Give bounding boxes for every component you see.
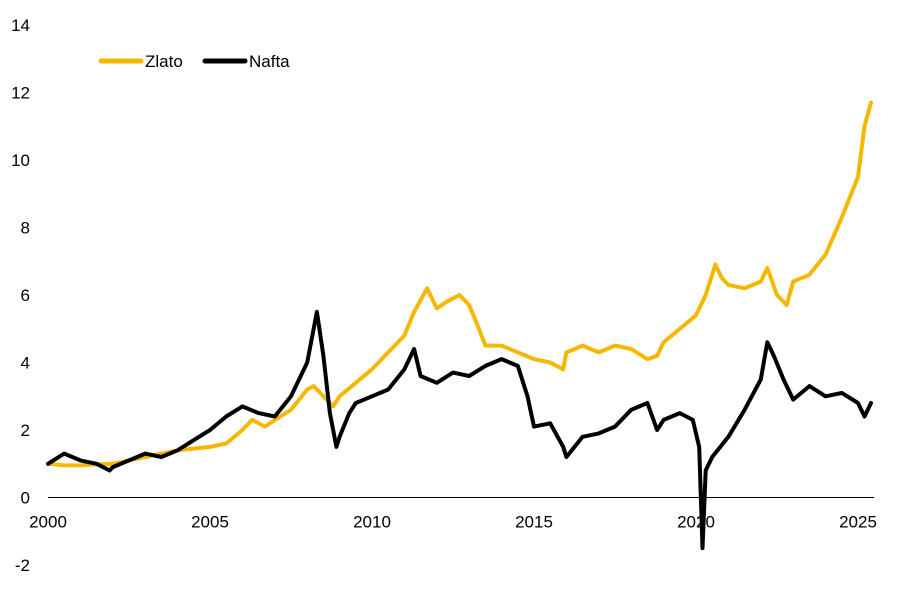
y-tick-label: 8 xyxy=(21,219,30,238)
y-tick-label: 12 xyxy=(11,84,30,103)
y-tick-label: 4 xyxy=(21,354,30,373)
y-tick-label: 14 xyxy=(11,16,30,35)
y-tick-label: 6 xyxy=(21,286,30,305)
x-axis-tick-labels: 2000 2005 2010 2015 2020 2025 xyxy=(29,513,877,532)
legend-label-nafta: Nafta xyxy=(249,52,290,71)
x-tick-label: 2005 xyxy=(191,513,229,532)
series-line-zlato xyxy=(46,100,873,468)
y-tick-label: 0 xyxy=(21,489,30,508)
y-tick-label: -2 xyxy=(15,556,30,575)
legend-label-zlato: Zlato xyxy=(145,52,183,71)
y-axis-tick-labels: 14 12 10 8 6 4 2 0 -2 xyxy=(11,16,30,575)
x-tick-label: 2010 xyxy=(353,513,391,532)
series-lines xyxy=(46,100,873,551)
legend: Zlato Nafta xyxy=(98,52,290,71)
y-tick-label: 2 xyxy=(21,421,30,440)
x-tick-label: 2015 xyxy=(515,513,553,532)
x-tick-label: 2000 xyxy=(29,513,67,532)
series-line-nafta xyxy=(46,309,873,551)
x-tick-label: 2020 xyxy=(677,513,715,532)
x-tick-label: 2025 xyxy=(839,513,877,532)
y-tick-label: 10 xyxy=(11,151,30,170)
